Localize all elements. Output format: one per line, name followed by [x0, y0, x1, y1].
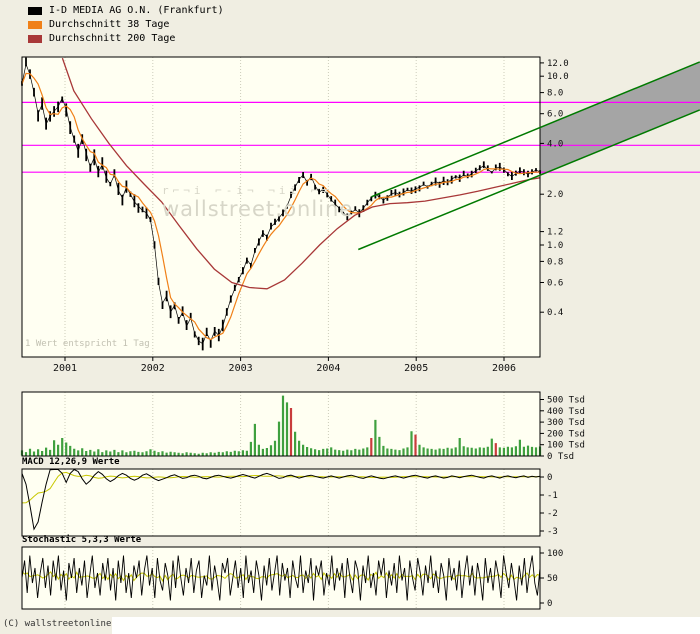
- macd-tick-label: 0: [547, 473, 552, 483]
- y-tick-label: 1.2: [547, 228, 563, 238]
- copyright: (C) wallstreetonline: [3, 619, 112, 629]
- macd-line: [21, 468, 541, 531]
- plot-background: [22, 392, 540, 456]
- y-tick-label: 0.8: [547, 257, 563, 267]
- trend-channel-lower-line: [358, 109, 700, 251]
- price-close-line: [21, 62, 541, 345]
- channel-fill: [540, 61, 700, 176]
- macd-title: MACD 12,26,9 Werte: [22, 457, 120, 467]
- legend-label: I-D MEDIA AG O.N. (Frankfurt): [49, 5, 224, 16]
- volume-bars-down: [289, 408, 497, 456]
- volume-tick-label: 400 Tsd: [547, 407, 585, 417]
- y-tick-label: 0.4: [547, 308, 563, 318]
- legend-swatch: [28, 20, 42, 29]
- y-tick-label: 4.0: [547, 139, 563, 149]
- ma38-line: [21, 72, 541, 341]
- x-tick-label: 2001: [53, 363, 77, 374]
- x-tick-label: 2006: [492, 363, 516, 374]
- macd-tick-label: -1: [547, 491, 558, 501]
- bottom-strip: [112, 617, 700, 634]
- legend-label: Durchschnitt 38 Tage: [49, 19, 170, 30]
- stochastic-title: Stochastic 5,3,3 Werte: [22, 535, 142, 545]
- x-tick-label: 2002: [141, 363, 165, 374]
- y-tick-label: 10.0: [547, 72, 569, 82]
- plot-background: [22, 57, 540, 357]
- y-tick-label: 8.0: [547, 89, 563, 99]
- legend-item: Durchschnitt 38 Tage: [28, 19, 224, 30]
- legend-swatch: [28, 34, 42, 43]
- volume-tick-label: 100 Tsd: [547, 441, 585, 451]
- macd-tick-label: -2: [547, 509, 558, 519]
- plot-background: [22, 469, 540, 536]
- trend-channel-upper-line: [371, 61, 700, 198]
- plot-border: [21, 56, 541, 358]
- ma200-line: [61, 57, 541, 290]
- stochastic-tick-label: 0: [547, 599, 552, 609]
- legend-label: Durchschnitt 200 Tage: [49, 33, 176, 44]
- plot-border: [21, 468, 541, 537]
- y-tick-label: 0.6: [547, 279, 563, 289]
- chart-legend: I-D MEDIA AG O.N. (Frankfurt) Durchschnit…: [28, 6, 224, 48]
- y-tick-label: 1.0: [547, 241, 563, 251]
- volume-tick-label: 200 Tsd: [547, 429, 585, 439]
- macd-tick-label: -3: [547, 527, 558, 537]
- x-tick-label: 2005: [404, 363, 428, 374]
- y-tick-label: 6.0: [547, 110, 563, 120]
- volume-tick-label: 300 Tsd: [547, 418, 585, 428]
- stochastic-line: [21, 555, 541, 601]
- x-tick-label: 2004: [316, 363, 340, 374]
- y-tick-label: 12.0: [547, 59, 569, 69]
- y-tick-label: 2.0: [547, 190, 563, 200]
- stochastic-tick-label: 100: [547, 549, 563, 559]
- scale-note: 1 Wert entspricht 1 Tag: [25, 339, 150, 349]
- legend-item: I-D MEDIA AG O.N. (Frankfurt): [28, 5, 224, 16]
- legend-item: Durchschnitt 200 Tage: [28, 33, 224, 44]
- stochastic-tick-label: 50: [547, 574, 558, 584]
- volume-tick-label: 0 Tsd: [547, 452, 574, 462]
- plot-border: [21, 391, 541, 457]
- legend-swatch: [28, 6, 42, 15]
- x-tick-label: 2003: [229, 363, 253, 374]
- volume-tick-label: 500 Tsd: [547, 396, 585, 406]
